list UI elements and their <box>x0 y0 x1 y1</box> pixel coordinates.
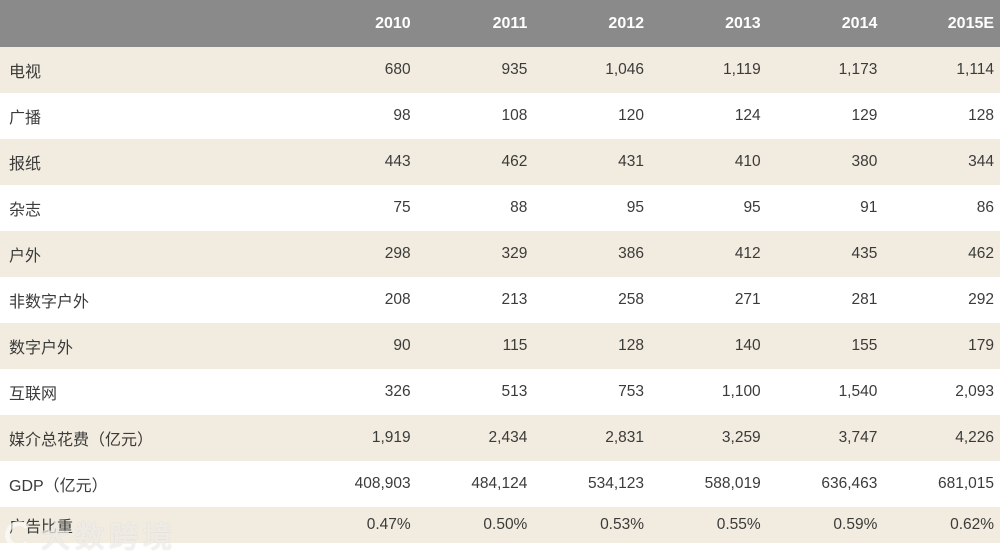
table-row-ad-ratio: 广告比重 0.47% 0.50% 0.53% 0.55% 0.59% 0.62% <box>0 507 1000 543</box>
cell: 443 <box>384 153 411 170</box>
table-row-radio: 广播 98 108 120 124 129 128 <box>0 93 1000 139</box>
cell: 0.59% <box>833 516 878 533</box>
row-label: 广告比重 <box>9 519 74 536</box>
cell: 462 <box>968 245 995 262</box>
cell: 140 <box>734 337 761 354</box>
cell: 128 <box>968 107 995 124</box>
cell: 344 <box>968 153 995 170</box>
cell: 0.62% <box>950 516 995 533</box>
cell: 636,463 <box>821 475 878 492</box>
cell: 513 <box>501 383 528 400</box>
row-label: 报纸 <box>9 156 42 173</box>
cell: 86 <box>976 199 995 216</box>
row-label: 互联网 <box>9 386 58 403</box>
table-row-internet: 互联网 326 513 753 1,100 1,540 2,093 <box>0 369 1000 415</box>
column-header-2011: 2011 <box>492 14 528 32</box>
cell: 1,119 <box>723 61 761 78</box>
cell: 155 <box>851 337 878 354</box>
row-label: 广播 <box>9 110 42 127</box>
cell: 4,226 <box>955 429 995 446</box>
cell: 1,173 <box>838 61 878 78</box>
column-header-2015e: 2015E <box>947 14 995 32</box>
row-label: 非数字户外 <box>9 294 90 311</box>
cell: 386 <box>618 245 645 262</box>
table-row-nondigital-outdoor: 非数字户外 208 213 258 271 281 292 <box>0 277 1000 323</box>
cell: 1,100 <box>721 383 761 400</box>
table-row-total-media-spend: 媒介总花费（亿元） 1,919 2,434 2,831 3,259 3,747 … <box>0 415 1000 461</box>
cell: 935 <box>501 61 528 78</box>
cell: 95 <box>626 199 645 216</box>
cell: 179 <box>968 337 995 354</box>
cell: 431 <box>618 153 645 170</box>
table-row-magazine: 杂志 75 88 95 95 91 86 <box>0 185 1000 231</box>
cell: 0.47% <box>366 516 411 533</box>
cell: 292 <box>968 291 995 308</box>
row-label: 户外 <box>9 248 42 265</box>
cell: 258 <box>618 291 645 308</box>
column-header-2014: 2014 <box>841 14 878 32</box>
cell: 1,540 <box>838 383 878 400</box>
cell: 534,123 <box>587 475 645 492</box>
cell: 271 <box>734 291 761 308</box>
cell: 88 <box>510 199 528 216</box>
table-row-newspaper: 报纸 443 462 431 410 380 344 <box>0 139 1000 185</box>
cell: 380 <box>851 153 878 170</box>
cell: 298 <box>384 245 411 262</box>
cell: 3,259 <box>721 429 761 446</box>
row-label: 媒介总花费（亿元） <box>9 432 154 449</box>
cell: 3,747 <box>838 429 878 446</box>
cell: 124 <box>734 107 761 124</box>
cell: 435 <box>851 245 878 262</box>
cell: 462 <box>501 153 528 170</box>
cell: 1,114 <box>956 61 995 78</box>
table-row-digital-outdoor: 数字户外 90 115 128 140 155 179 <box>0 323 1000 369</box>
column-header-2013: 2013 <box>725 14 761 32</box>
cell: 2,831 <box>605 429 645 446</box>
cell: 128 <box>618 337 645 354</box>
cell: 0.53% <box>600 516 645 533</box>
cell: 129 <box>851 107 878 124</box>
cell: 2,434 <box>488 429 528 446</box>
cell: 410 <box>734 153 761 170</box>
cell: 326 <box>384 383 411 400</box>
table-header-row: 2010 2011 2012 2013 2014 2015E <box>0 0 1000 47</box>
row-label: 数字户外 <box>9 340 74 357</box>
cell: 75 <box>393 199 411 216</box>
cell: 120 <box>618 107 645 124</box>
cell: 281 <box>851 291 878 308</box>
cell: 208 <box>384 291 411 308</box>
column-header-2012: 2012 <box>608 14 645 32</box>
cell: 1,046 <box>605 61 645 78</box>
cell: 2,093 <box>955 383 995 400</box>
cell: 115 <box>502 337 528 354</box>
cell: 90 <box>393 337 411 354</box>
table-row-tv: 电视 680 935 1,046 1,119 1,173 1,114 <box>0 47 1000 93</box>
cell: 408,903 <box>354 475 411 492</box>
cell: 0.50% <box>483 516 528 533</box>
table-row-outdoor: 户外 298 329 386 412 435 462 <box>0 231 1000 277</box>
cell: 108 <box>501 107 528 124</box>
cell: 98 <box>393 107 411 124</box>
cell: 412 <box>734 245 761 262</box>
row-label: 电视 <box>9 64 42 81</box>
cell: 213 <box>501 291 528 308</box>
row-label: GDP（亿元） <box>9 478 108 495</box>
cell: 753 <box>618 383 645 400</box>
cell: 681,015 <box>938 475 995 492</box>
cell: 680 <box>384 61 411 78</box>
cell: 95 <box>743 199 761 216</box>
cell: 484,124 <box>471 475 528 492</box>
row-label: 杂志 <box>9 202 42 219</box>
column-header-2010: 2010 <box>375 14 411 32</box>
table-row-gdp: GDP（亿元） 408,903 484,124 534,123 588,019 … <box>0 461 1000 507</box>
cell: 588,019 <box>704 475 761 492</box>
cell: 329 <box>501 245 528 262</box>
cell: 1,919 <box>371 429 411 446</box>
cell: 0.55% <box>716 516 761 533</box>
cell: 91 <box>860 199 878 216</box>
